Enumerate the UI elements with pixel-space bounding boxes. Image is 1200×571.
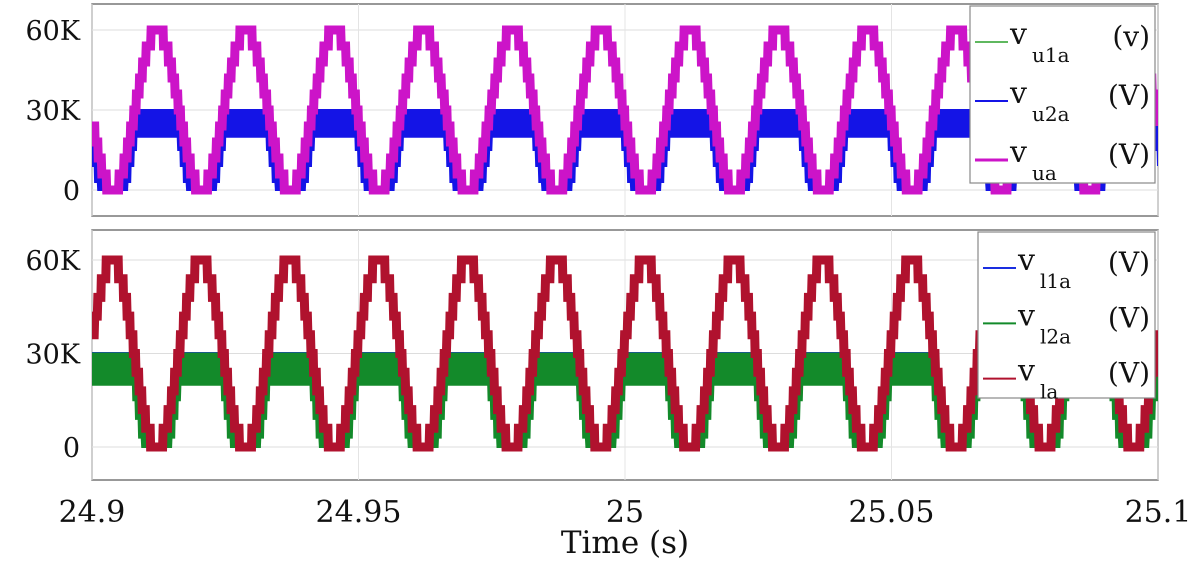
legend-unit: (V) [1108,79,1150,112]
y-tick-label: 30K [25,340,80,371]
legend-unit: (V) [1108,246,1150,279]
legend-symbol: v [1017,354,1035,389]
x-tick-label: 24.95 [316,495,402,530]
y-tick-label: 60K [25,16,80,47]
y-tick-label: 60K [25,246,80,277]
legend-subscript: l1a [1040,269,1071,293]
legend-symbol: v [1017,243,1035,278]
legend-subscript: l2a [1040,324,1071,348]
x-axis-label: Time (s) [561,525,689,561]
legend-symbol: v [1009,76,1027,111]
legend-unit: (V) [1108,357,1150,390]
x-tick-label: 25 [606,495,644,530]
y-tick-label: 0 [63,176,80,207]
legend-item-la: vla (V) [983,354,1150,404]
legend-symbol: v [1009,17,1027,52]
legend-symbol: v [1017,298,1035,333]
legend-symbol: v [1009,135,1027,170]
legend-subscript: la [1040,380,1058,404]
legend-subscript: u2a [1032,102,1070,126]
legend-unit: (v) [1112,20,1150,53]
legend-box [977,231,1156,399]
x-tick-label: 25.1 [1125,495,1192,530]
legend-subscript: u1a [1032,43,1070,67]
x-tick-label: 24.9 [59,495,126,530]
legend-unit: (V) [1108,138,1150,171]
x-tick-labels: 24.9 24.95 25 25.05 25.1 [59,495,1192,530]
legend-item-ua: vua (V) [975,135,1150,185]
y-tick-label: 30K [25,96,80,127]
legend-subscript: ua [1032,161,1057,185]
y-tick-label: 0 [63,433,80,464]
x-tick-label: 25.05 [849,495,935,530]
legend-box [969,5,1156,184]
legend-unit: (V) [1108,301,1150,334]
